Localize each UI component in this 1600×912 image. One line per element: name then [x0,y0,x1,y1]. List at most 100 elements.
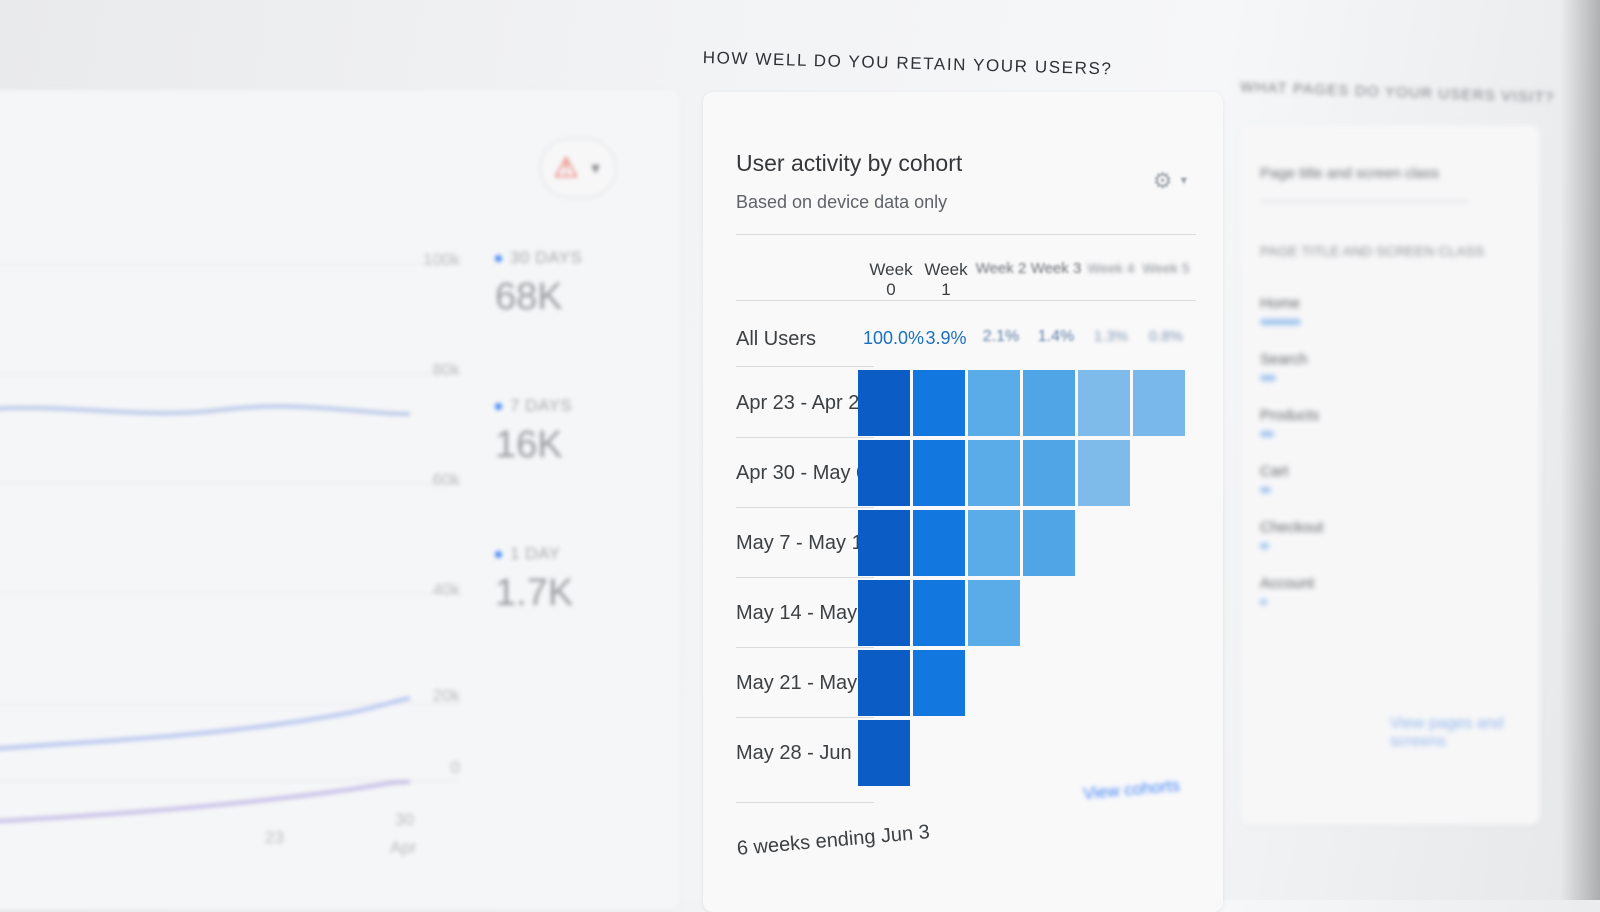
y-tick: 80k [432,360,460,379]
cohort-row-label: May 21 - May 27 [736,672,885,694]
cohort-card-subtitle: Based on device data only [736,192,948,212]
cohort-cell[interactable] [858,510,910,576]
gridline [0,780,460,781]
cohort-row-label: May 14 - May 20 [736,602,885,624]
section-heading: HOW WELL DO YOU RETAIN YOUR USERS? [702,48,1113,79]
y-tick: 0 [450,758,460,777]
page-list-item[interactable]: Search [1260,351,1308,368]
cohort-cell[interactable] [913,580,965,646]
cohort-card: User activity by cohort Based on device … [703,92,1223,912]
all-users-label: All Users [736,328,817,350]
row-divider [736,647,874,648]
cohort-cell[interactable] [1078,370,1130,436]
cohort-card-title: User activity by cohort [736,150,963,176]
gridline [0,593,460,594]
legend-dot [495,551,502,559]
gridline [0,263,460,264]
cohort-cell[interactable] [1133,370,1185,436]
gridline [0,483,460,484]
row-divider [736,577,874,578]
cohort-row-label: Apr 23 - Apr 29 [736,392,871,414]
divider [736,234,1196,235]
legend-30-days: 30 DAYS 68K [495,248,582,319]
date-range-note: 6 weeks ending Jun 3 [736,821,931,860]
cohort-row-label: May 7 - May 13 [736,532,874,554]
legend-label: 7 DAYS [510,396,573,415]
cohort-row-label: May 28 - Jun 3 [736,742,869,764]
dimension-select[interactable]: Page title and screen class [1260,165,1470,202]
alert-dropdown-button[interactable]: ⚠ ▼ [540,138,616,198]
pages-column-header: PAGE TITLE AND SCREEN CLASS [1260,243,1485,259]
cohort-cell[interactable] [858,440,910,506]
7-day-line [0,696,410,751]
pages-section-heading: WHAT PAGES DO YOUR USERS VISIT? [1239,78,1555,107]
y-tick: 100k [423,250,460,269]
page-list-item[interactable]: Account [1260,575,1315,592]
cohort-cell[interactable] [968,440,1020,506]
cohort-cell[interactable] [858,580,910,646]
screen-edge-shadow [1560,0,1600,900]
page-list-item[interactable]: Products [1260,407,1320,424]
y-tick: 20k [432,686,460,705]
30-day-line [0,404,410,416]
cohort-cell[interactable] [858,720,910,786]
retention-pct: 2.1% [982,328,1020,345]
cohort-cell[interactable] [968,510,1020,576]
legend-label: 30 DAYS [510,248,583,267]
chevron-down-icon: ▼ [588,160,603,176]
user-activity-card: ⚠ ▼ 100k 80k 60k 40k 20k 0 23 30 Apr 30 … [0,90,680,910]
legend-1-day: 1 DAY 1.7K [495,544,573,615]
week-header: Week 2 [975,260,1027,277]
view-cohorts-link[interactable]: View cohorts [1082,775,1181,804]
cohort-cell[interactable] [968,580,1020,646]
legend-dot [495,255,502,263]
cohort-cell[interactable] [858,370,910,436]
retention-pct: 1.4% [1037,328,1075,345]
y-tick: 60k [432,470,460,489]
page-list-item[interactable]: Cart [1260,463,1289,480]
page-share-bar [1260,487,1271,493]
gear-icon: ⚙ [1152,168,1173,193]
legend-dot [495,403,502,411]
cohort-cell[interactable] [913,370,965,436]
warning-triangle-icon: ⚠ [553,152,579,183]
y-tick: 40k [432,580,460,599]
cohort-cell[interactable] [968,370,1020,436]
retention-pct: 0.8% [1148,328,1184,345]
page-list-item[interactable]: Checkout [1260,519,1324,536]
cohort-cell[interactable] [913,510,965,576]
cohort-cell[interactable] [1023,440,1075,506]
retention-pct: 100.0% [863,328,925,348]
retention-pct: 3.9% [925,328,967,348]
divider [736,300,1196,301]
cohort-cell[interactable] [1078,440,1130,506]
x-tick-month: Apr [390,838,417,857]
week-header: Week 1 [924,260,968,299]
cohort-settings-button[interactable]: ⚙ ▼ [1143,160,1199,202]
page-share-bar [1260,431,1274,437]
x-tick: 30 [395,810,414,829]
cohort-cell[interactable] [913,650,965,716]
cohort-cell[interactable] [913,440,965,506]
week-header: Week 4 [1087,260,1135,276]
gridline [0,703,460,704]
page-list-item[interactable]: Home [1260,295,1301,312]
pages-card: Page title and screen class PAGE TITLE A… [1240,125,1540,825]
divider [736,366,874,367]
legend-value: 68K [495,276,563,318]
legend-label: 1 DAY [510,544,561,563]
row-divider [736,717,874,718]
gridline [0,373,460,374]
cohort-cell[interactable] [1023,370,1075,436]
chevron-down-icon: ▼ [1178,175,1190,187]
view-pages-link[interactable]: View pages and screens [1390,715,1504,750]
row-divider [736,437,874,438]
cohort-cell[interactable] [858,650,910,716]
legend-value: 1.7K [495,572,574,614]
cohort-cell[interactable] [1023,510,1075,576]
week-header: Week 0 [869,260,913,299]
page-share-bar [1260,599,1267,605]
page-share-bar [1260,543,1269,549]
legend-7-days: 7 DAYS 16K [495,396,572,467]
cohort-row-label: Apr 30 - May 6 [736,462,868,484]
